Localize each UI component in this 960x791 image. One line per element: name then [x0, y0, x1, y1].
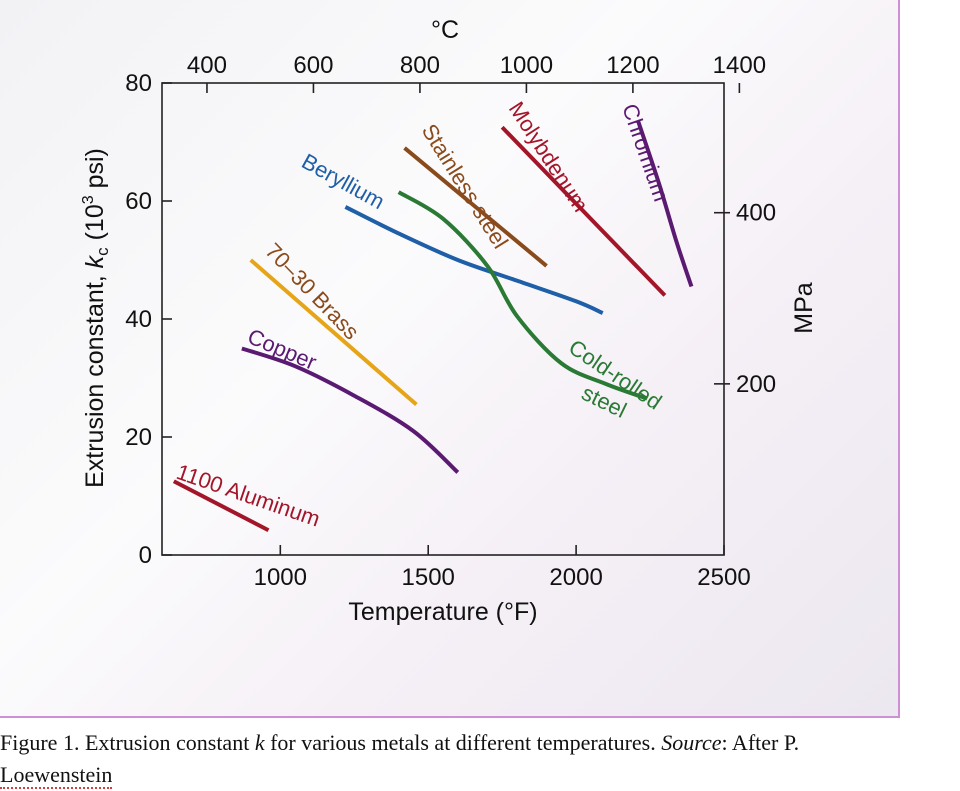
series-line-chromium — [636, 120, 694, 288]
y-axis-label-sup: 3 — [80, 195, 97, 204]
x-tick-label: 1000 — [254, 564, 307, 591]
x-axis-label: Temperature (°F) — [348, 598, 537, 626]
y-axis-label-sub: c — [93, 247, 112, 256]
y-axis-label-k: k — [81, 254, 109, 268]
y-tick-label: 60 — [125, 188, 152, 215]
right-tick-label: 200 — [736, 371, 776, 398]
label-beryllium: Beryllium — [298, 149, 389, 215]
top-tick-label: 400 — [187, 52, 227, 79]
y-tick-label: 40 — [125, 306, 152, 333]
y-tick-label: 80 — [125, 70, 152, 97]
series-layer — [172, 120, 694, 532]
y-axis-label-close: psi) — [81, 148, 109, 195]
right-tick-label: 400 — [736, 200, 776, 227]
y-axis-label-main: Extrusion constant, — [81, 268, 109, 488]
figure-caption: Figure 1. Extrusion constant k for vario… — [0, 727, 960, 791]
ticks-layer: 1000 1500 2000 2500 0 20 40 60 80 400 600 800 1000 12… — [125, 52, 776, 591]
label-brass: 70–30 Brass — [260, 238, 364, 344]
label-stainless: Stainless steel — [417, 119, 513, 253]
series-line-cold-rolled-steel — [397, 190, 648, 401]
caption-k: k — [254, 730, 265, 755]
label-chromium: Chromium — [617, 100, 674, 204]
figure-panel: °C Temperature (°F) MPa Extrusion consta… — [0, 0, 900, 718]
series-line-stainless-steel — [403, 146, 548, 268]
caption-middle: for various metals at different temperat… — [264, 730, 662, 755]
series-line-1100-aluminum — [172, 479, 270, 532]
caption-source-word: Source — [661, 730, 722, 755]
x-tick-label: 2500 — [697, 564, 750, 591]
top-axis-label: °C — [431, 16, 459, 44]
right-axis-label: MPa — [790, 282, 818, 334]
top-tick-label: 1200 — [606, 52, 659, 79]
caption-prefix: Figure 1. Extrusion constant — [0, 730, 255, 755]
series-line-70-30-brass — [249, 258, 418, 407]
x-tick-label: 2000 — [549, 564, 602, 591]
x-tick-label: 1500 — [402, 564, 455, 591]
label-molybdenum: Molybdenum — [504, 97, 594, 216]
caption-suffix: : After P. — [721, 730, 800, 755]
chart: °C Temperature (°F) MPa Extrusion consta… — [80, 16, 818, 626]
y-axis-label: Extrusion constant, kc (103 psi) — [80, 148, 112, 488]
label-copper: Copper — [244, 324, 320, 375]
y-tick-label: 0 — [139, 542, 152, 569]
y-tick-label: 20 — [125, 424, 152, 451]
caption-author: Loewenstein — [0, 762, 113, 789]
top-tick-label: 600 — [293, 52, 333, 79]
top-tick-label: 1400 — [713, 52, 766, 79]
y-axis-label-open: (10 — [81, 204, 109, 247]
series-line-copper — [241, 346, 460, 474]
series-line-beryllium — [344, 205, 604, 315]
top-tick-label: 1000 — [500, 52, 553, 79]
series-line-molybdenum — [500, 125, 667, 297]
top-tick-label: 800 — [400, 52, 440, 79]
